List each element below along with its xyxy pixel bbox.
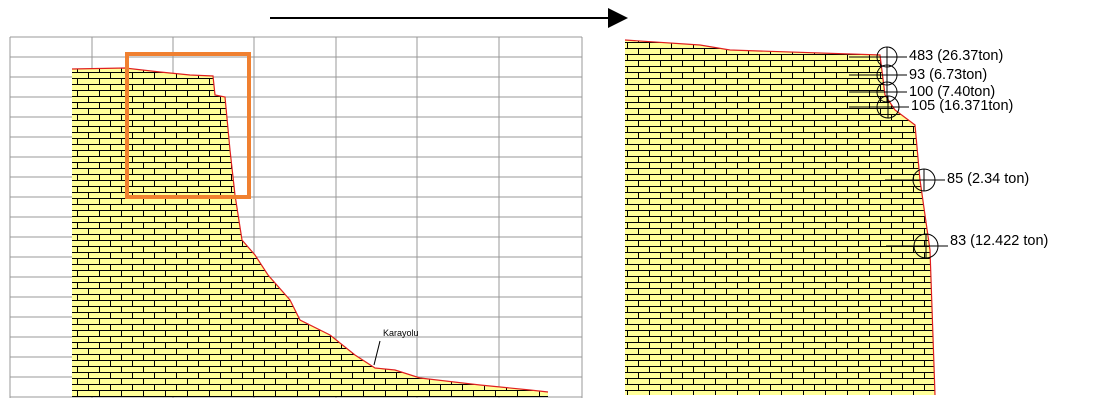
block-label: 83 (12.422 ton): [950, 233, 1048, 249]
block-label: 93 (6.73ton): [909, 67, 987, 83]
zoom-profile: [625, 40, 935, 395]
block-label: 85 (2.34 ton): [947, 171, 1029, 187]
ground-line: [71, 67, 549, 393]
block-label: 105 (16.371ton): [911, 98, 1013, 114]
zoom-ground-line: [624, 39, 936, 396]
road-leader: [373, 340, 381, 366]
blocks: 483 (26.37ton) 93 (6.73ton)100 (7.40ton)1…: [849, 46, 1048, 259]
road-label: Karayolu: [383, 328, 419, 338]
slope-profile: [72, 68, 548, 397]
block-label: 100 (7.40ton): [909, 84, 995, 100]
zoom-frame: [125, 52, 251, 199]
block-label: 483 (26.37ton): [909, 48, 1003, 64]
